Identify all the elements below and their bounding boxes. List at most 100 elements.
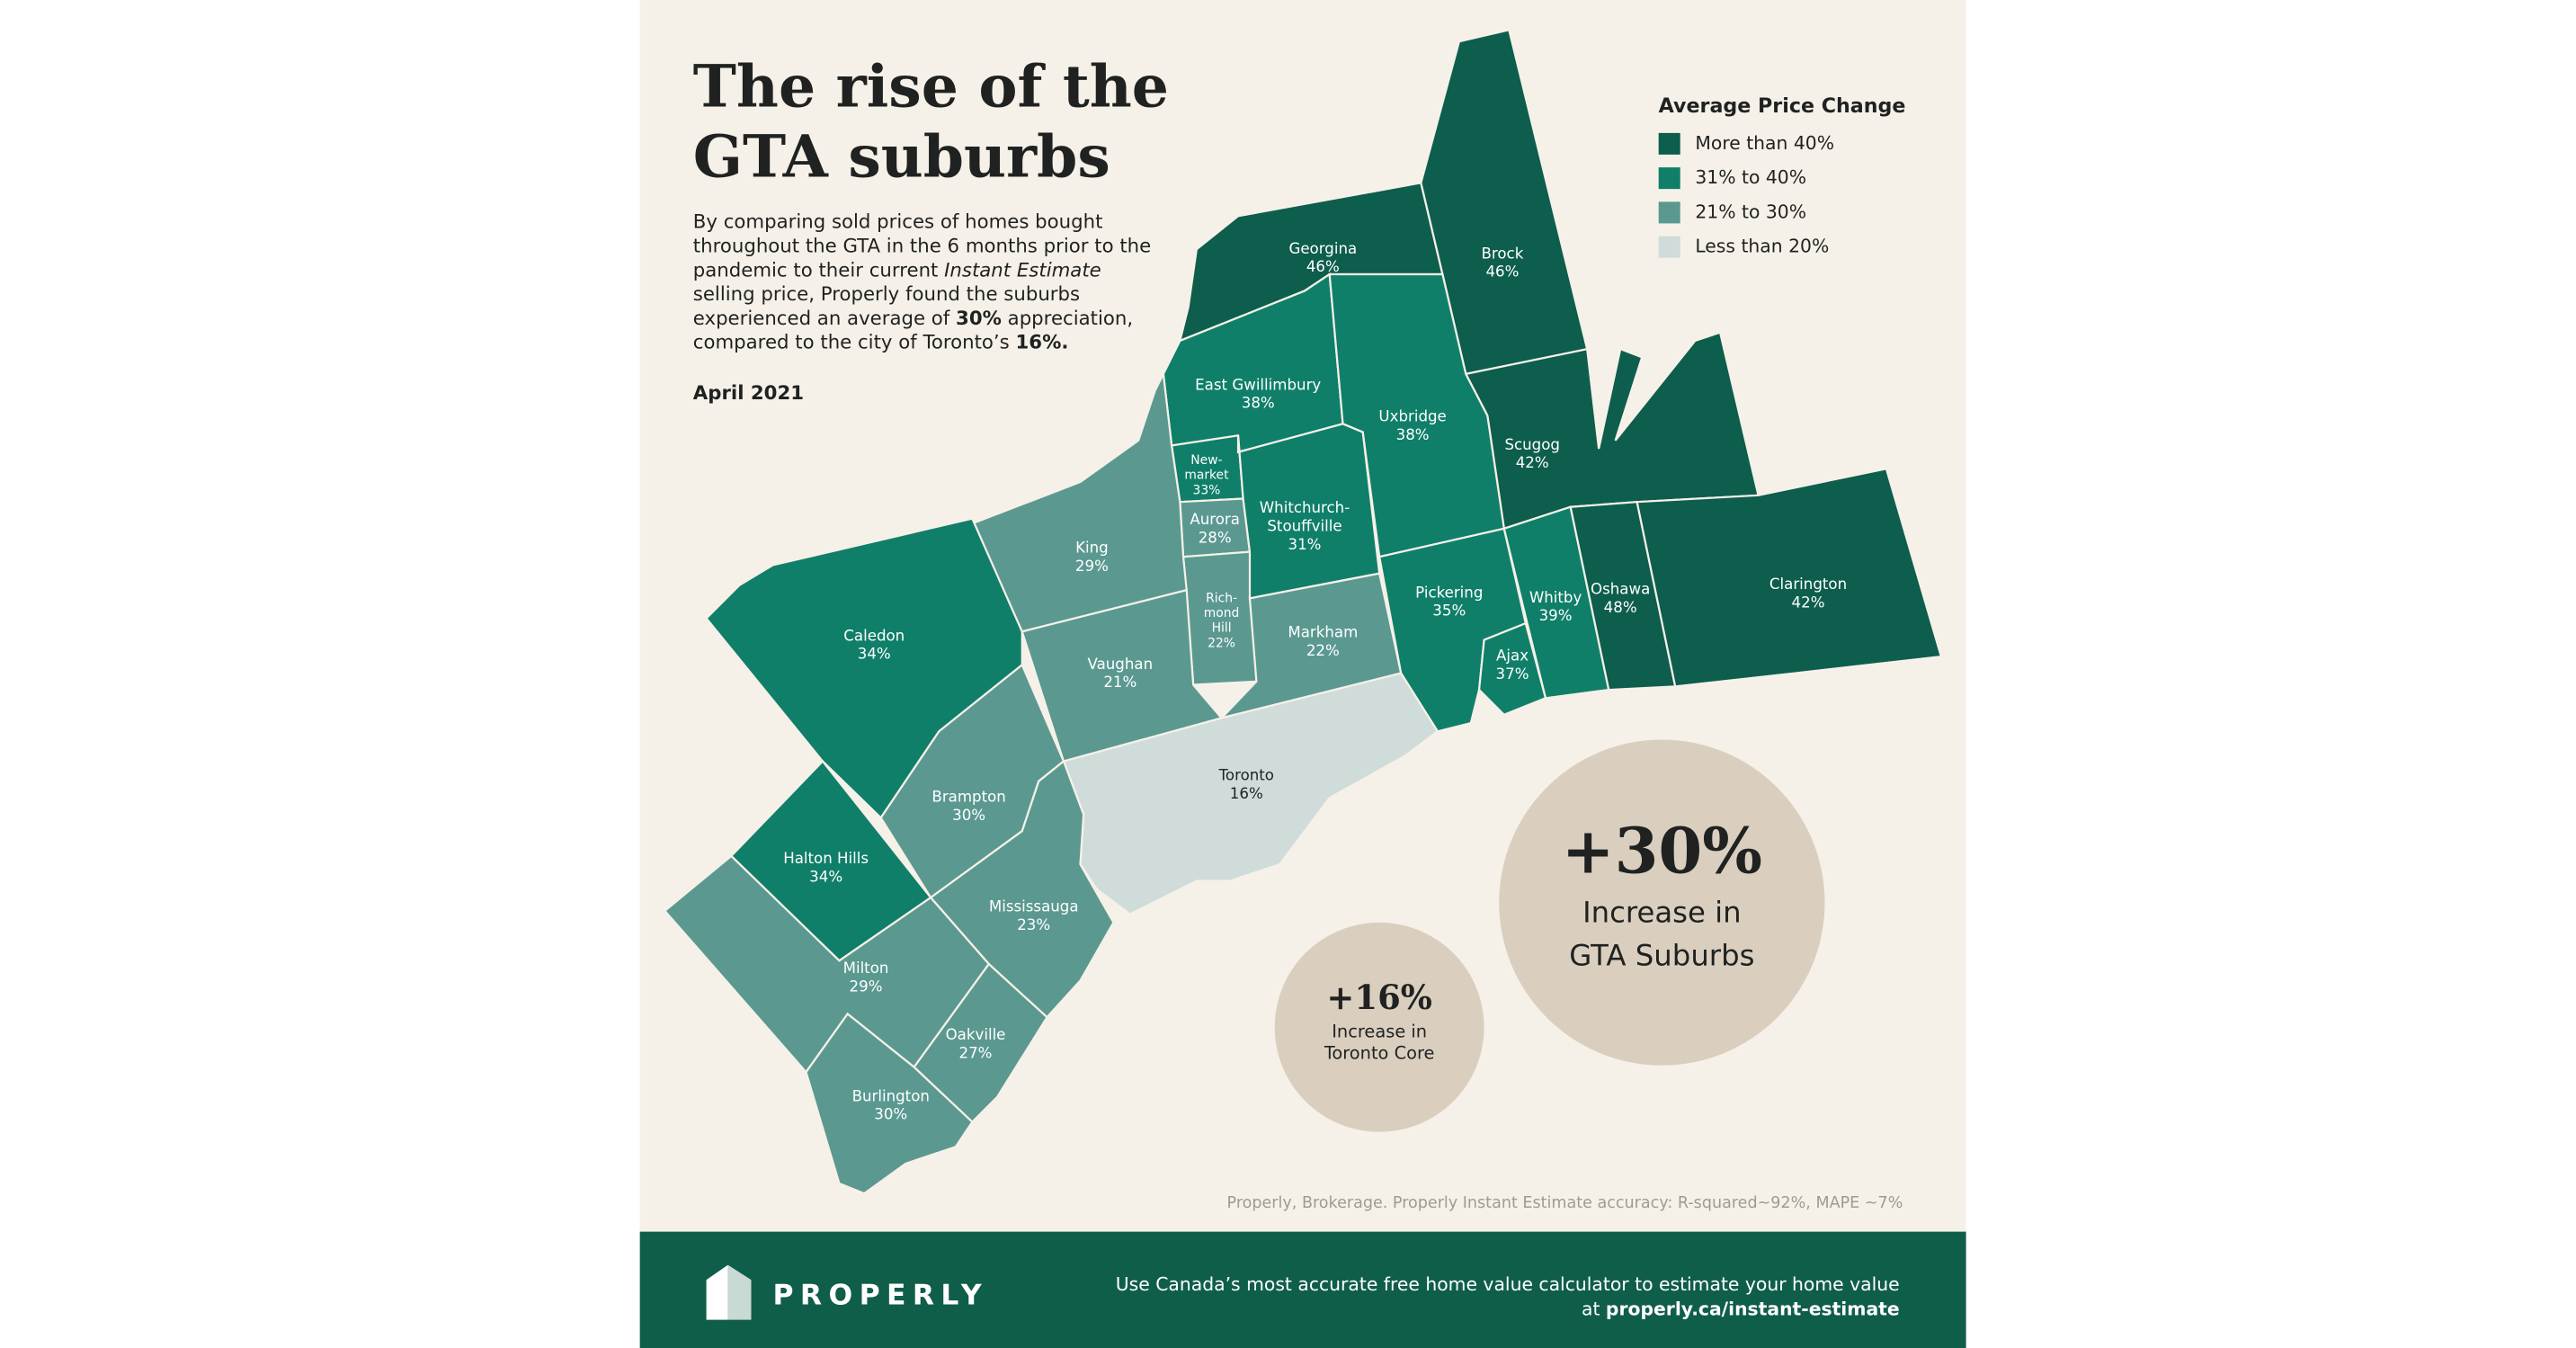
text-span: appreciation, (1002, 308, 1133, 330)
region-value: 31% (1288, 536, 1322, 553)
region-name: Stouffville (1267, 517, 1341, 534)
region-name: East Gwillimbury (1195, 376, 1321, 393)
region-value: 39% (1539, 607, 1573, 624)
region-name: Markham (1288, 624, 1358, 641)
text-span: By comparing sold prices of homes bought (693, 211, 1103, 234)
region-value: 38% (1396, 426, 1430, 443)
text-span: throughout the GTA in the 6 months prior… (693, 235, 1151, 257)
text-span: compared to the city of Toronto’s (693, 332, 1016, 354)
brand: PROPERLY (773, 1280, 989, 1312)
region-name: Hill (1212, 621, 1232, 636)
region-name: Aurora (1190, 511, 1240, 528)
callout-circle (1499, 739, 1825, 1066)
footer-text: Use Canada’s most accurate free home val… (1116, 1273, 1900, 1295)
region-value: 28% (1199, 529, 1232, 546)
callout-label: Increase in (1582, 896, 1742, 930)
region-value: 35% (1432, 603, 1466, 620)
text-line: compared to the city of Toronto’s 16%. (693, 332, 1069, 354)
region-name: market (1184, 469, 1229, 483)
text-span: at (1582, 1298, 1606, 1319)
region-name: Georgina (1288, 240, 1357, 257)
callout-circle (1274, 922, 1484, 1132)
footer (639, 1231, 1966, 1348)
region-value: 37% (1496, 665, 1529, 683)
region (1477, 621, 1547, 717)
region-name: Vaughan (1088, 656, 1154, 673)
legend-label: Less than 20% (1695, 236, 1829, 257)
text-line: selling price, Properly found the suburb… (693, 283, 1080, 306)
region-name: King (1075, 539, 1109, 556)
region-value: 16% (1230, 785, 1263, 802)
region-value: 22% (1306, 642, 1340, 659)
region-value: 34% (809, 868, 842, 885)
region-value: 48% (1604, 599, 1637, 616)
region (805, 1012, 974, 1195)
region (705, 517, 1023, 820)
title: The rise of the (693, 53, 1169, 121)
date: April 2021 (693, 382, 804, 405)
region-name: Burlington (852, 1087, 930, 1104)
text-line: throughout the GTA in the 6 months prior… (693, 235, 1151, 257)
text-line: experienced an average of 30% appreciati… (693, 308, 1133, 330)
callout-label: GTA Suburbs (1569, 939, 1754, 973)
text-span: experienced an average of (693, 308, 956, 330)
region-value: 46% (1485, 263, 1519, 281)
legend-swatch (1658, 236, 1680, 258)
text-span: 16%. (1016, 332, 1069, 354)
region-value: 22% (1208, 636, 1235, 650)
region-name: Oakville (946, 1026, 1006, 1043)
region-name: Oshawa (1591, 581, 1650, 598)
region-value: 42% (1792, 594, 1825, 611)
region-name: Milton (843, 960, 889, 977)
region-name: Uxbridge (1378, 407, 1446, 424)
legend-label: 31% to 40% (1695, 166, 1806, 188)
logo (706, 1264, 752, 1320)
region-name: Whitchurch- (1260, 499, 1350, 516)
region-name: Pickering (1415, 584, 1483, 601)
region-value: 33% (1193, 483, 1221, 497)
text-span: pandemic to their current (693, 259, 944, 281)
legend-swatch (1658, 167, 1680, 190)
region-name: Clarington (1769, 576, 1847, 593)
region-name: Scugog (1504, 436, 1560, 453)
region-name: Rich- (1206, 591, 1237, 605)
region-name: Ajax (1496, 647, 1529, 665)
legend-label: 21% to 30% (1695, 201, 1806, 222)
title: GTA suburbs (693, 122, 1110, 191)
text-line: pandemic to their current Instant Estima… (693, 259, 1101, 281)
region-value: 34% (858, 646, 891, 663)
region-value: 38% (1242, 395, 1275, 412)
region-name: Caledon (843, 627, 905, 644)
region-value: 21% (1103, 674, 1136, 691)
region-value: 27% (959, 1044, 993, 1061)
text-line: at properly.ca/instant-estimate (1582, 1298, 1900, 1319)
region-value: 23% (1017, 916, 1050, 933)
legend-swatch (1658, 132, 1680, 155)
source: Properly, Brokerage. Properly Instant Es… (1227, 1194, 1903, 1212)
region (1636, 467, 1943, 688)
region-value: 29% (850, 978, 883, 995)
region-value: 42% (1516, 454, 1549, 471)
legend-title: Average Price Change (1659, 94, 1906, 118)
region-name: New- (1190, 453, 1222, 468)
region (1021, 588, 1224, 763)
callout-label: Increase in (1332, 1021, 1427, 1041)
region-value: 46% (1306, 258, 1340, 275)
region-value: 30% (874, 1106, 907, 1123)
region-name: Brampton (931, 789, 1005, 806)
region-name: Mississauga (989, 898, 1079, 915)
region-name: Halton Hills (783, 850, 869, 867)
text-span: selling price, Properly found the suburb… (693, 283, 1080, 306)
text-span: properly.ca/instant-estimate (1606, 1298, 1900, 1319)
text-span: 30% (956, 308, 1002, 330)
region-name: Brock (1482, 245, 1524, 262)
legend-swatch (1658, 201, 1680, 224)
region-value: 30% (952, 807, 985, 824)
region-value: 29% (1075, 558, 1109, 575)
region-name: mond (1204, 606, 1240, 620)
region-name: Toronto (1218, 767, 1274, 784)
callout-value: +30% (1562, 813, 1762, 888)
region-name: Whitby (1529, 589, 1582, 606)
